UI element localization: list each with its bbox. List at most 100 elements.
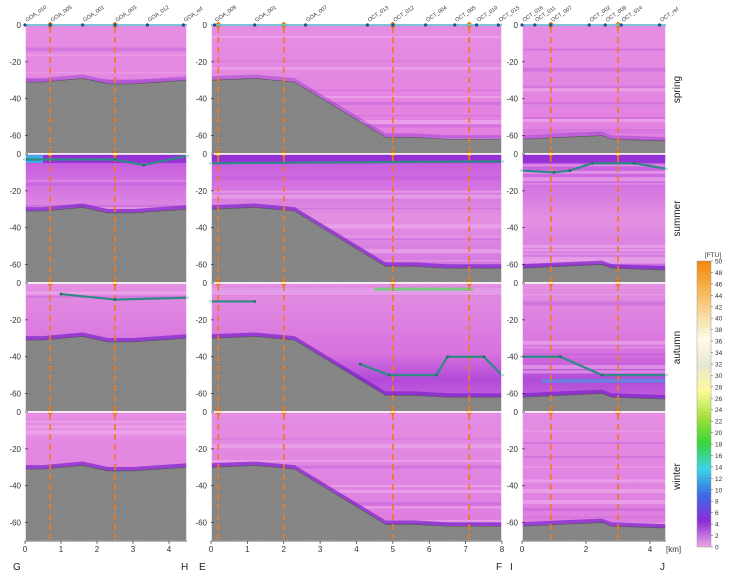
turbidity-band: [522, 183, 666, 185]
turbidity-band: [522, 85, 666, 88]
line-point: [482, 355, 486, 359]
turbidity-band: [522, 130, 666, 132]
station-point: [533, 23, 537, 27]
turbidity-band: [211, 89, 502, 91]
turbidity-band: [211, 101, 502, 105]
section-end-label: J: [660, 562, 665, 573]
y-tick-label: 0: [514, 279, 519, 288]
turbidity-band: [25, 204, 187, 207]
turbidity-band: [522, 102, 666, 107]
y-tick-label: -20: [506, 58, 518, 67]
summer-line: [210, 160, 503, 165]
turbidity-band: [25, 207, 187, 209]
turbidity-band: [211, 235, 502, 237]
turbidity-band: [211, 291, 502, 293]
panels-layer: 0 -20 -40 -60 0 -20 -40 -60 0 -20 -40 -60 spring 0 -20…: [9, 5, 683, 573]
y-tick-label: -60: [195, 390, 207, 399]
turbidity-band: [522, 177, 666, 182]
turbidity-band: [522, 116, 666, 119]
turbidity-band: [25, 425, 187, 429]
turbidity-band: [522, 253, 666, 255]
turbidity-band: [211, 465, 502, 469]
turbidity-band: [211, 36, 502, 39]
y-tick-label: -40: [506, 95, 518, 104]
station-label: GOA_010: [25, 5, 48, 24]
station-label: OCT_013: [367, 5, 390, 24]
x-tick-label: 2: [584, 545, 589, 554]
y-tick-label: -40: [195, 95, 207, 104]
station-label: GOA_009: [214, 5, 237, 24]
bottom-layer: [25, 332, 187, 342]
turbidity-band: [211, 485, 502, 488]
section-start-label: E: [199, 562, 206, 573]
y-tick-label: 0: [17, 150, 22, 159]
turbidity-band: [522, 88, 666, 92]
turbidity-band: [25, 291, 187, 295]
station-point: [303, 23, 308, 27]
turbidity-band: [211, 489, 502, 493]
station-label: OCT_012: [393, 5, 416, 24]
turbidity-band: [211, 288, 502, 290]
line-point: [568, 169, 572, 172]
y-tick-label: 0: [17, 279, 22, 288]
colorbar-tick-label: 30: [715, 373, 723, 380]
section-end-label: H: [181, 562, 188, 573]
colorbar-tick-label: 50: [715, 259, 723, 266]
y-tick-label: -60: [195, 519, 207, 528]
colorbar-tick-label: 18: [715, 442, 723, 449]
mid-depth-high-turbidity: [542, 378, 666, 383]
y-tick-label: -40: [9, 353, 21, 362]
turbidity-band: [522, 129, 666, 134]
turbidity-band: [211, 60, 502, 62]
x-tick-label: 4: [648, 545, 653, 554]
colorbar-tick-label: 44: [715, 293, 723, 300]
station-point: [424, 23, 428, 27]
turbidity-band: [522, 104, 666, 106]
turbidity-band: [522, 507, 666, 511]
seabed: [522, 264, 666, 283]
x-tick-label: 2: [282, 545, 287, 554]
turbidity-band: [522, 118, 666, 122]
seabed: [522, 393, 666, 412]
turbidity-band: [522, 364, 666, 369]
station-label: GOA_012: [147, 5, 170, 24]
turbidity-band: [25, 54, 187, 56]
turbidity-band: [522, 488, 666, 493]
station-label: OCT_004: [425, 5, 448, 24]
y-tick-label: -40: [506, 353, 518, 362]
y-tick-label: -60: [9, 261, 21, 270]
y-tick-label: -60: [506, 519, 518, 528]
turbidity-band: [522, 441, 666, 444]
turbidity-band: [522, 347, 666, 349]
line-point: [632, 161, 636, 165]
line-point: [600, 373, 604, 377]
x-tick-label: 1: [59, 545, 64, 554]
line-point: [113, 298, 117, 301]
seabed: [522, 522, 666, 541]
turbidity-band: [25, 72, 187, 74]
station-point: [453, 23, 457, 27]
section-start-label: G: [13, 562, 21, 573]
colorbar-tick-label: 32: [715, 361, 723, 368]
turbidity-band: [522, 257, 666, 262]
y-tick-label: -60: [9, 132, 21, 141]
station-label: GOA_005: [50, 5, 73, 24]
surface-layer: [522, 154, 666, 163]
turbidity-band: [522, 67, 666, 72]
turbidity-band: [25, 430, 187, 435]
y-tick-label: 0: [514, 21, 519, 30]
station-label: OCT_005: [454, 5, 477, 24]
y-tick-label: -60: [506, 261, 518, 270]
turbidity-band: [522, 249, 666, 252]
x-tick-label: 0: [23, 545, 28, 554]
colorbar-gradient: [696, 260, 712, 548]
station-label: GOA_ref: [183, 6, 205, 24]
y-tick-label: -20: [9, 58, 21, 67]
turbidity-band: [211, 239, 502, 241]
surface-layer: [211, 154, 502, 163]
bottom-layer: [522, 131, 666, 142]
station-label: GOA_003: [115, 5, 138, 24]
station-point: [213, 23, 217, 27]
colorbar-tick-label: 14: [715, 464, 723, 471]
